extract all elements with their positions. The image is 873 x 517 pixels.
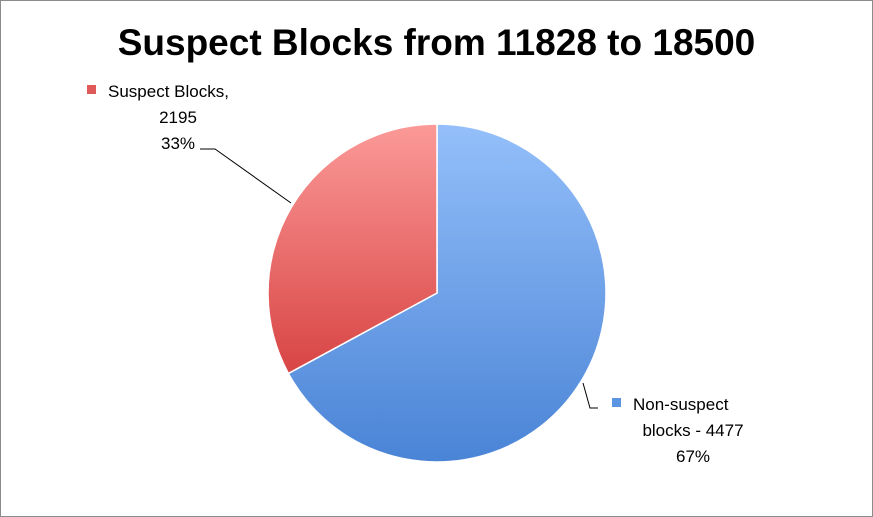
nonsuspect-legend-marker [612, 398, 621, 407]
chart-title: Suspect Blocks from 11828 to 18500 [117, 22, 756, 63]
nonsuspect-label-line1: Non-suspect [633, 395, 729, 414]
nonsuspect-leader-line [582, 382, 598, 409]
nonsuspect-label-line2: blocks - 4477 [642, 421, 743, 440]
suspect-label-value: 2195 [159, 108, 197, 127]
suspect-label-line1: Suspect Blocks, [108, 82, 229, 101]
suspect-leader-line [200, 148, 292, 204]
suspect-label-percent: 33% [161, 134, 195, 153]
suspect-legend-marker [87, 85, 96, 94]
nonsuspect-label-percent: 67% [676, 447, 710, 466]
suspect-slice [267, 123, 438, 375]
pie-slices [267, 123, 607, 463]
nonsuspect-slice [287, 123, 607, 463]
